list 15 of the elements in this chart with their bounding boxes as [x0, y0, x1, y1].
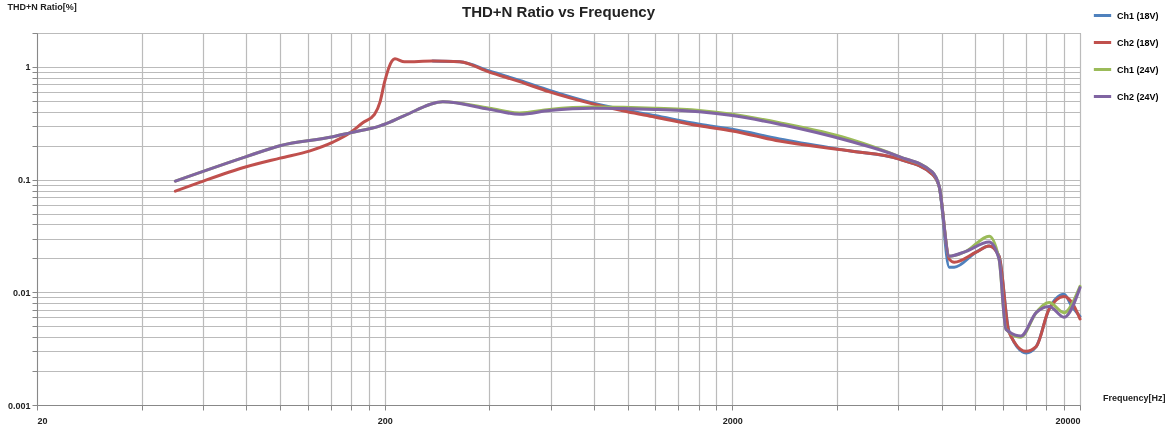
- x-tick-label: 200: [377, 415, 393, 425]
- legend-label: Ch1 (24V): [1117, 64, 1159, 75]
- y-tick-label: 0.001: [7, 400, 31, 411]
- y-tick-label: 0.01: [12, 287, 31, 298]
- legend-label: Ch1 (18V): [1117, 10, 1159, 21]
- x-axis-title: Frequency[Hz]: [1102, 392, 1166, 403]
- legend-label: Ch2 (24V): [1117, 91, 1159, 102]
- x-tick-label: 2000: [722, 415, 743, 425]
- y-tick-label: 0.1: [17, 175, 31, 186]
- legend-label: Ch2 (18V): [1117, 37, 1159, 48]
- x-tick-label: 20000: [1055, 415, 1081, 425]
- chart-title: THD+N Ratio vs Frequency: [462, 3, 656, 20]
- x-tick-label: 20: [37, 415, 48, 425]
- y-axis-title: THD+N Ratio[%]: [7, 1, 77, 12]
- y-tick-label: 1: [25, 62, 31, 73]
